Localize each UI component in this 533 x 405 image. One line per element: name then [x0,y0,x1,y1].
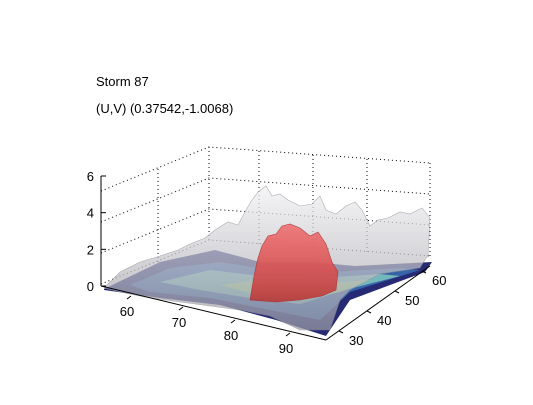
x-tick [178,306,184,311]
z-tick-label: 2 [87,242,94,257]
surface-core [249,223,339,303]
chart-title: Storm 87 [96,74,149,89]
axes-group [100,175,431,341]
z-tick-label: 0 [87,279,94,294]
x-tick-label: 90 [279,341,293,356]
y-tick-label: 60 [432,273,446,288]
y-axis-line [325,265,431,341]
x-tick [126,295,132,300]
x-tick-label: 60 [120,304,134,319]
z-tick-label: 4 [87,206,94,221]
y-tick [366,310,372,314]
y-tick-label: 30 [349,333,363,348]
x-tick-label: 70 [172,315,186,330]
y-tick-label: 50 [405,293,419,308]
surface-group [103,185,432,336]
z-tick-label: 6 [87,169,94,184]
y-tick [338,330,344,334]
x-tick [285,332,291,337]
x-axis-line [100,285,327,341]
y-tick [421,270,427,274]
chart-subtitle: (U,V) (0.37542,-1.0068) [96,101,234,116]
x-tick-label: 80 [224,328,238,343]
y-tick-label: 40 [377,313,391,328]
x-tick [230,319,236,324]
y-tick [394,290,400,294]
